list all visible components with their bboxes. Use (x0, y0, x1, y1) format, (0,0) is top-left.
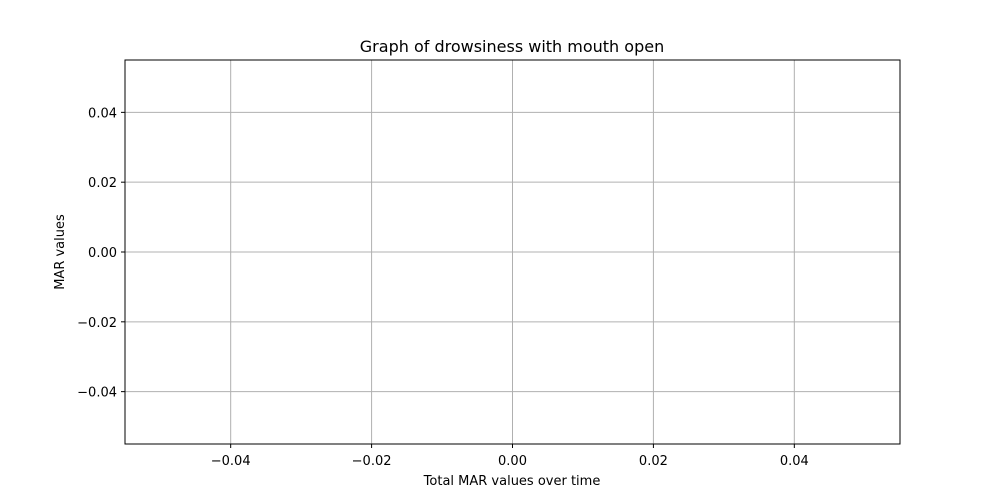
x-tick-label: −0.04 (211, 454, 251, 469)
x-tick-label: −0.02 (352, 454, 392, 469)
y-tick-label: 0.04 (88, 106, 117, 121)
x-tick-label: 0.00 (498, 454, 527, 469)
x-axis-label: Total MAR values over time (423, 474, 601, 489)
x-axis-ticks: −0.04 −0.02 0.00 0.02 0.04 (211, 444, 809, 469)
y-tick-label: −0.02 (77, 316, 117, 331)
y-axis-ticks: −0.04 −0.02 0.00 0.02 0.04 (77, 106, 125, 401)
y-tick-label: −0.04 (77, 386, 117, 401)
x-tick-label: 0.04 (780, 454, 809, 469)
y-tick-label: 0.02 (88, 176, 117, 191)
y-gridlines (125, 111, 900, 393)
y-tick-label: 0.00 (88, 246, 117, 261)
chart-title: Graph of drowsiness with mouth open (360, 37, 664, 56)
y-axis-label: MAR values (53, 214, 68, 290)
x-tick-label: 0.02 (639, 454, 668, 469)
